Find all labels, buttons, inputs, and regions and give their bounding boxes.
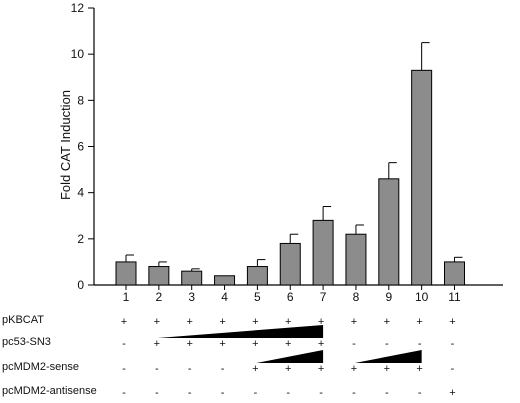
condition-sign: -: [385, 387, 389, 399]
x-tick-label: 7: [320, 290, 327, 304]
concentration-ramp: [256, 350, 324, 363]
x-tick-label: 2: [156, 290, 163, 304]
condition-sign: -: [319, 387, 323, 399]
condition-label: pcMDM2-sense: [2, 361, 79, 373]
condition-sign: +: [384, 363, 390, 375]
condition-sign: -: [122, 363, 126, 375]
condition-sign: -: [352, 338, 356, 350]
concentration-ramp: [354, 350, 422, 363]
condition-sign: +: [186, 316, 192, 328]
x-tick-label: 9: [385, 290, 392, 304]
x-tick-label: 6: [287, 290, 294, 304]
condition-sign: -: [155, 363, 159, 375]
condition-sign: -: [385, 338, 389, 350]
y-axis-label: Fold CAT Induction: [58, 90, 73, 200]
condition-sign: +: [285, 338, 291, 350]
condition-sign: +: [416, 363, 422, 375]
condition-sign: +: [384, 316, 390, 328]
condition-sign: +: [154, 338, 160, 350]
condition-sign: -: [221, 363, 225, 375]
y-tick-label: 10: [71, 47, 85, 61]
condition-sign: +: [154, 316, 160, 328]
bar: [411, 69, 433, 286]
condition-sign: -: [451, 338, 455, 350]
y-tick-label: 0: [77, 278, 84, 292]
condition-sign: +: [449, 387, 455, 399]
x-tick-label: 3: [188, 290, 195, 304]
x-tick-label: 8: [353, 290, 360, 304]
condition-sign: -: [221, 387, 225, 399]
y-tick-label: 12: [71, 1, 85, 15]
condition-sign: +: [252, 338, 258, 350]
x-tick-label: 5: [254, 290, 261, 304]
condition-sign: -: [418, 338, 422, 350]
condition-label: pc53-SN3: [2, 336, 51, 348]
x-tick-label: 11: [448, 290, 461, 304]
condition-table: pKBCAT + + + + + + + + + + + pc53-SN3 - + + + + + + - - - - pcMD…: [2, 314, 456, 399]
x-tick-label: 10: [415, 290, 429, 304]
bar: [181, 270, 203, 286]
condition-sign: -: [188, 363, 192, 375]
bar: [246, 266, 268, 286]
condition-sign: +: [318, 316, 324, 328]
condition-sign: +: [121, 316, 127, 328]
bar: [279, 242, 301, 286]
y-tick-label: 4: [77, 186, 84, 200]
condition-sign: +: [252, 316, 258, 328]
condition-sign: +: [351, 316, 357, 328]
condition-sign: +: [285, 363, 291, 375]
y-tick-label: 6: [77, 140, 84, 154]
bar: [115, 261, 137, 286]
condition-sign: +: [252, 363, 258, 375]
condition-sign: +: [318, 363, 324, 375]
condition-sign: +: [219, 316, 225, 328]
condition-label: pKBCAT: [2, 314, 44, 326]
bar: [214, 275, 236, 286]
condition-sign: -: [286, 387, 290, 399]
y-tick-label: 2: [77, 232, 84, 246]
condition-sign: -: [418, 387, 422, 399]
bar: [312, 219, 334, 286]
bar: [378, 178, 400, 286]
bar: [345, 233, 367, 286]
bars: [115, 42, 465, 286]
y-ticks: 0 2 4 6 8 10 12: [71, 1, 94, 292]
condition-sign: -: [122, 387, 126, 399]
condition-label: pcMDM2-antisense: [2, 385, 97, 397]
condition-sign: +: [285, 316, 291, 328]
condition-sign: -: [188, 387, 192, 399]
bar: [148, 266, 170, 286]
x-tick-label: 4: [221, 290, 228, 304]
bar: [444, 261, 465, 286]
x-tick-label: 1: [123, 290, 130, 304]
condition-sign: +: [219, 338, 225, 350]
condition-sign: +: [351, 363, 357, 375]
condition-sign: -: [254, 387, 258, 399]
concentration-ramp: [157, 325, 324, 338]
y-tick-label: 8: [77, 93, 84, 107]
condition-sign: -: [155, 387, 159, 399]
condition-sign: -: [352, 387, 356, 399]
condition-sign: +: [186, 338, 192, 350]
condition-sign: +: [449, 316, 455, 328]
condition-sign: -: [122, 338, 126, 350]
condition-sign: -: [451, 363, 455, 375]
condition-sign: +: [318, 338, 324, 350]
x-ticks: 1 2 3 4 5 6 7 8 9 10 11: [123, 285, 461, 304]
condition-sign: +: [416, 316, 422, 328]
